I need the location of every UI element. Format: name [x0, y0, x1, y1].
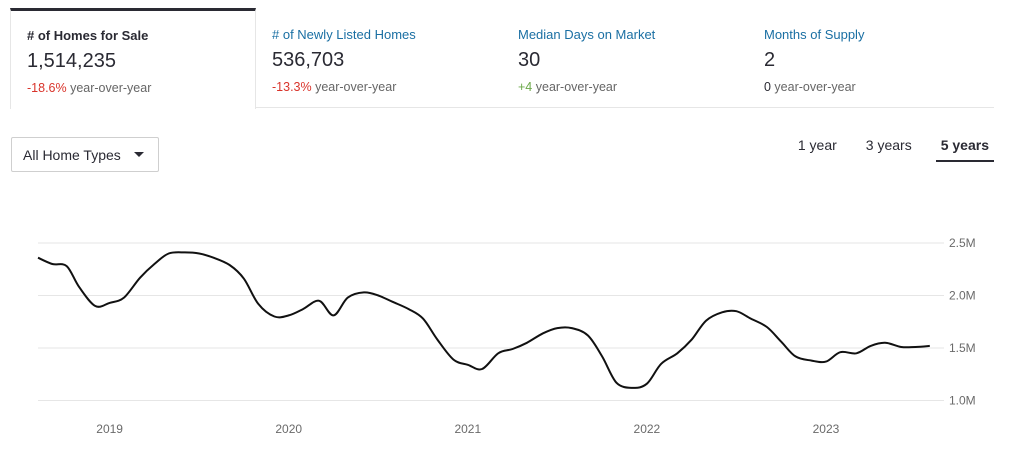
range-tab-1-year[interactable]: 1 year [797, 137, 837, 153]
metric-value: 536,703 [272, 49, 345, 71]
change-value: 0 [764, 80, 771, 94]
x-tick-label: 2021 [454, 422, 481, 436]
home-type-selected: All Home Types [23, 146, 121, 163]
change-suffix: year-over-year [66, 81, 152, 95]
metric-value: 1,514,235 [27, 50, 116, 72]
homes-for-sale-chart: 2.5M 2.0M 1.5M 1.0M 2019 2020 2021 2022 2023 [37, 236, 976, 436]
change-suffix: year-over-year [311, 80, 397, 94]
y-tick-label: 2.0M [949, 289, 976, 303]
x-tick-label: 2020 [275, 422, 302, 436]
metric-change: 0 year-over-year [764, 78, 994, 96]
metric-label: Median Days on Market [518, 27, 656, 42]
change-suffix: year-over-year [770, 80, 856, 94]
metric-label: # of Newly Listed Homes [272, 27, 416, 42]
metric-tab-months-of-supply[interactable]: Months of Supply 2 0 year-over-year [748, 8, 994, 108]
change-value: -13.3% [272, 80, 312, 94]
metric-value: 30 [518, 49, 541, 71]
range-tab-5-years[interactable]: 5 years [935, 136, 994, 162]
metric-tab-newly-listed[interactable]: # of Newly Listed Homes 536,703 -13.3% y… [256, 8, 502, 108]
time-range-tabs: 1 year 3 years 5 years [774, 136, 994, 162]
metric-change: -18.6% year-over-year [27, 79, 255, 97]
metric-value: 2 [764, 49, 776, 71]
change-value: -18.6% [27, 81, 67, 95]
change-value: +4 [518, 80, 533, 94]
y-tick-label: 1.5M [949, 341, 976, 355]
x-tick-label: 2022 [634, 422, 661, 436]
metric-label: # of Homes for Sale [27, 28, 149, 43]
change-suffix: year-over-year [532, 80, 618, 94]
y-tick-label: 2.5M [949, 236, 976, 250]
metric-change: -13.3% year-over-year [272, 78, 502, 96]
range-tab-3-years[interactable]: 3 years [865, 137, 912, 153]
y-tick-label: 1.0M [949, 394, 976, 408]
x-tick-label: 2023 [813, 422, 840, 436]
series-line[interactable] [37, 251, 930, 389]
chevron-down-icon [134, 152, 144, 157]
home-type-dropdown[interactable]: All Home Types [11, 137, 159, 172]
metric-tab-days-on-market[interactable]: Median Days on Market 30 +4 year-over-ye… [502, 8, 748, 108]
metric-label: Months of Supply [764, 27, 865, 42]
x-tick-label: 2019 [96, 422, 123, 436]
metric-change: +4 year-over-year [518, 78, 748, 96]
metric-tabs: # of Homes for Sale 1,514,235 -18.6% yea… [10, 8, 994, 109]
metric-tab-homes-for-sale[interactable]: # of Homes for Sale 1,514,235 -18.6% yea… [10, 8, 256, 109]
